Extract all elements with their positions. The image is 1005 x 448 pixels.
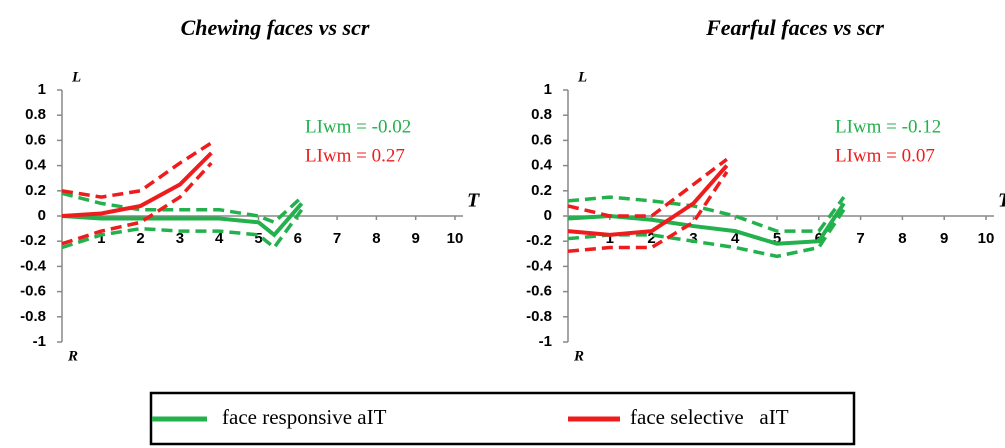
annotation: LIwm = 0.07 bbox=[835, 145, 935, 166]
x-tick-label: 8 bbox=[898, 230, 906, 247]
y-tick-label: 1 bbox=[38, 81, 46, 98]
y-tick-label: -0.4 bbox=[20, 257, 47, 274]
y-tick-label: 0.8 bbox=[531, 106, 552, 123]
y-tick-label: 0 bbox=[38, 207, 46, 224]
x-tick-label: 4 bbox=[731, 230, 740, 247]
x-tick-label: 7 bbox=[856, 230, 864, 247]
bound-line bbox=[61, 141, 213, 199]
legend-box bbox=[149, 391, 856, 446]
x-tick-label: 3 bbox=[176, 230, 184, 247]
y-tick-label: 0.6 bbox=[25, 131, 46, 148]
y-tick-label: 0.6 bbox=[531, 131, 552, 148]
y-tick-label: -0.8 bbox=[526, 308, 552, 325]
mean-line bbox=[61, 151, 213, 218]
bound-line bbox=[61, 208, 304, 251]
x-tick-label: 4 bbox=[215, 230, 224, 247]
annotation: LIwm = -0.02 bbox=[305, 116, 411, 137]
x-tick-label: 2 bbox=[647, 230, 655, 247]
chart-title: Fearful faces vs scr bbox=[705, 15, 884, 40]
y-axis-label-top: L bbox=[71, 69, 81, 85]
y-tick-label: -0.2 bbox=[526, 232, 552, 249]
x-axis-label: T bbox=[998, 190, 1005, 212]
bound-line bbox=[567, 208, 846, 259]
annotation: LIwm = -0.12 bbox=[835, 116, 941, 137]
x-tick-label: 10 bbox=[978, 230, 995, 247]
mean-line bbox=[61, 202, 304, 238]
bound-line bbox=[567, 170, 729, 254]
bound-line bbox=[567, 157, 728, 218]
x-tick-label: 10 bbox=[447, 230, 464, 247]
x-tick-label: 5 bbox=[254, 230, 262, 247]
x-tick-label: 6 bbox=[294, 230, 302, 247]
bound-line bbox=[61, 161, 213, 246]
mean-line bbox=[567, 164, 729, 237]
y-tick-label: 0.2 bbox=[531, 182, 552, 199]
y-tick-label: 0.4 bbox=[531, 157, 553, 174]
x-tick-label: 9 bbox=[940, 230, 948, 247]
y-tick-label: -1 bbox=[33, 333, 46, 350]
x-tick-label: 1 bbox=[97, 230, 105, 247]
y-axis-label-bottom: R bbox=[573, 348, 584, 364]
x-tick-label: 1 bbox=[606, 230, 614, 247]
annotation: LIwm = 0.27 bbox=[305, 145, 405, 166]
x-tick-label: 8 bbox=[372, 230, 380, 247]
y-tick-label: 0 bbox=[544, 207, 552, 224]
y-tick-label: -0.6 bbox=[20, 283, 46, 300]
y-axis-label-bottom: R bbox=[67, 348, 78, 364]
y-tick-label: -1 bbox=[539, 333, 552, 350]
bound-line bbox=[61, 191, 303, 225]
x-tick-label: 7 bbox=[333, 230, 341, 247]
legend-label: face selective aIT bbox=[630, 405, 789, 429]
y-tick-label: -0.6 bbox=[526, 283, 552, 300]
y-tick-label: -0.8 bbox=[20, 308, 46, 325]
legend-label: face responsive aIT bbox=[222, 405, 387, 429]
y-axis-label-top: L bbox=[577, 69, 587, 85]
y-tick-label: 1 bbox=[544, 81, 552, 98]
y-tick-label: -0.4 bbox=[526, 257, 553, 274]
y-tick-label: 0.4 bbox=[25, 157, 47, 174]
x-axis-label: T bbox=[467, 190, 480, 212]
x-tick-label: 5 bbox=[773, 230, 781, 247]
mean-line bbox=[567, 202, 846, 246]
y-tick-label: -0.2 bbox=[20, 232, 46, 249]
x-tick-label: 9 bbox=[412, 230, 420, 247]
chart-title: Chewing faces vs scr bbox=[181, 15, 370, 40]
bound-line bbox=[567, 195, 846, 233]
x-tick-label: 2 bbox=[136, 230, 144, 247]
y-tick-label: 0.2 bbox=[25, 182, 46, 199]
x-tick-label: 3 bbox=[689, 230, 697, 247]
y-tick-label: 0.8 bbox=[25, 106, 46, 123]
